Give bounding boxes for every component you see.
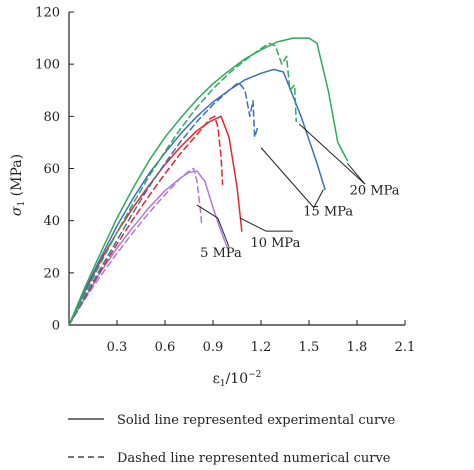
annotation-leader-line (299, 123, 366, 185)
annotation-leader-line (347, 162, 366, 185)
y-tick-label: 100 (35, 58, 60, 73)
series-10-mpa-dashed (68, 115, 224, 326)
annotation-leader-line (217, 217, 230, 247)
y-axis-title: σ1 (MPa) (9, 154, 27, 216)
x-tick-label: 0.6 (155, 340, 176, 355)
legend-item-dashed: Dashed line represented numerical curve (68, 451, 391, 466)
series-10-mpa-solid (68, 115, 243, 326)
legend-dashed-label: Dashed line represented numerical curve (117, 451, 391, 466)
x-axis-title-main: ε (213, 371, 220, 387)
y-axis-title-sub: 1 (17, 201, 27, 207)
annotation-label: 5 MPa (200, 246, 242, 261)
y-tick-label: 60 (43, 162, 60, 177)
x-tick-label: 1.8 (347, 340, 368, 355)
x-axis-title-rest: /10 (226, 371, 249, 387)
x-axis-title-sub: 1 (220, 379, 226, 389)
series-15-mpa-solid (68, 68, 326, 326)
annotation-leader-line (260, 147, 315, 208)
x-tick-label: 1.5 (299, 340, 320, 355)
series-20-mpa-solid (68, 37, 349, 326)
y-tick-label: 0 (52, 319, 60, 334)
x-tick-label: 0.3 (107, 340, 128, 355)
series-15-mpa-dashed (68, 81, 259, 326)
axes: 0 20 40 60 80 100 120 0.3 0.6 0.9 1.2 1.5 1.8 2.1 (35, 6, 415, 356)
legend-item-solid: Solid line represented experimental curv… (68, 413, 396, 428)
x-axis-title: ε1/10−2 (213, 370, 262, 389)
y-tick-label: 20 (43, 266, 60, 281)
y-axis-title-rest: (MPa) (9, 154, 25, 201)
series-5-mpa-solid (68, 170, 230, 326)
x-tick-label: 1.2 (251, 340, 272, 355)
series-5-mpa-dashed (68, 167, 203, 326)
annotation-label: 10 MPa (250, 236, 300, 251)
annotation-label: 15 MPa (303, 204, 353, 219)
annotation-leader-line (313, 189, 324, 208)
legend-solid-label: Solid line represented experimental curv… (117, 413, 396, 428)
x-tick-label: 0.9 (203, 340, 224, 355)
annotation-leader-line (196, 204, 219, 219)
y-tick-label: 80 (43, 110, 60, 125)
x-axis-title-sup: −2 (248, 370, 261, 380)
annotations: 5 MPa 10 MPa 15 MPa 20 MPa (196, 123, 400, 261)
x-tick-label: 2.1 (395, 340, 416, 355)
series-layer (68, 37, 349, 326)
series-20-mpa-dashed (68, 42, 297, 326)
legend: Solid line represented experimental curv… (68, 413, 396, 466)
annotation-leader-line (239, 217, 267, 232)
y-axis-title-main: σ (9, 206, 25, 216)
annotation-label: 20 MPa (350, 184, 400, 199)
y-tick-label: 40 (43, 214, 60, 229)
y-tick-label: 120 (35, 6, 60, 21)
